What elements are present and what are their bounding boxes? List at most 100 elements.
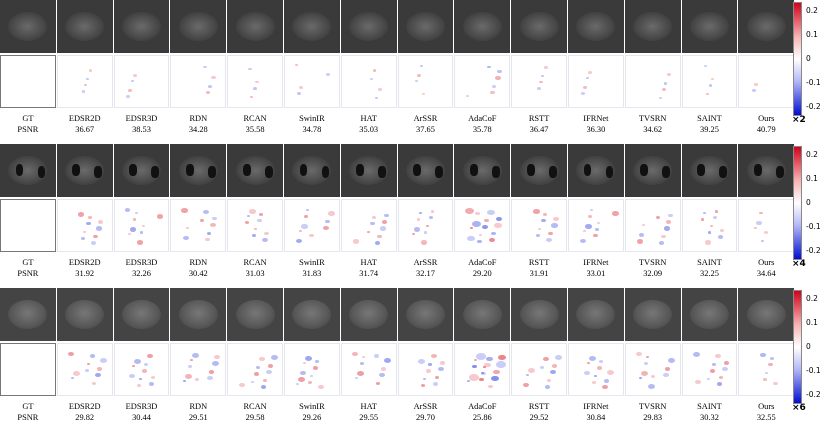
error-blob bbox=[718, 376, 723, 379]
error-blob bbox=[666, 73, 672, 77]
error-blob bbox=[635, 352, 642, 357]
method-label: SwinIR 29.26 bbox=[284, 401, 340, 423]
method-label: EDSR3D 30.44 bbox=[114, 401, 170, 423]
error-blob bbox=[490, 91, 496, 95]
error-blob bbox=[467, 380, 471, 383]
method-label: IFRNet 33.01 bbox=[568, 257, 624, 279]
error-blob bbox=[662, 373, 669, 378]
error-map bbox=[56, 343, 113, 396]
error-blob bbox=[254, 372, 260, 376]
error-blob bbox=[591, 381, 596, 384]
error-blob bbox=[132, 74, 137, 78]
method-label: TVSRN 32.09 bbox=[625, 257, 681, 279]
error-blob bbox=[383, 358, 391, 363]
error-map bbox=[624, 343, 681, 396]
psnr-value: 33.01 bbox=[586, 269, 606, 278]
psnr-value: 36.67 bbox=[75, 125, 95, 134]
method-name: SAINT bbox=[697, 402, 722, 411]
error-blob bbox=[763, 378, 767, 381]
error-map-row bbox=[0, 199, 795, 252]
method-label: Ours 34.64 bbox=[738, 257, 794, 279]
colorbar-tick-label: 0 bbox=[806, 54, 811, 63]
error-blob bbox=[770, 357, 774, 360]
error-blob bbox=[667, 214, 673, 218]
error-blob bbox=[640, 371, 648, 376]
error-blob bbox=[752, 89, 757, 92]
error-blob bbox=[579, 239, 586, 243]
error-blob bbox=[467, 236, 475, 242]
scale-factor-label: ×6 bbox=[792, 403, 806, 413]
error-blob bbox=[707, 231, 712, 234]
ct-slice-image bbox=[113, 288, 170, 341]
psnr-value: 29.58 bbox=[245, 413, 265, 422]
method-name: Ours bbox=[758, 258, 775, 267]
error-blob bbox=[694, 380, 701, 385]
method-label: RDN 34.28 bbox=[170, 113, 226, 135]
panel-2: GT PSNR EDSR2D 31.92 EDSR3D 32.26 RDN 30.42 RCAN… bbox=[0, 144, 830, 288]
error-blob bbox=[538, 228, 542, 231]
method-name: RCAN bbox=[243, 402, 267, 411]
error-map bbox=[397, 343, 454, 396]
error-blob bbox=[596, 366, 602, 370]
error-blob bbox=[611, 211, 619, 216]
ct-slice-image bbox=[454, 288, 511, 341]
ct-slice-image bbox=[397, 288, 454, 341]
error-blob bbox=[580, 92, 586, 96]
error-blob bbox=[139, 231, 144, 234]
psnr-value: 30.42 bbox=[188, 269, 208, 278]
error-blob bbox=[200, 219, 205, 222]
error-blob bbox=[484, 219, 489, 223]
error-blob bbox=[437, 367, 444, 372]
error-blob bbox=[192, 353, 200, 358]
error-blob bbox=[252, 234, 257, 237]
method-name: RDN bbox=[189, 258, 208, 267]
method-label-row: GT PSNR EDSR2D 31.92 EDSR3D 32.26 RDN 30.42 RCAN… bbox=[0, 257, 794, 279]
error-blob bbox=[188, 365, 193, 368]
scale-factor-label: ×2 bbox=[792, 115, 806, 125]
error-map bbox=[738, 199, 795, 252]
method-label: EDSR3D 32.26 bbox=[114, 257, 170, 279]
error-blob bbox=[541, 219, 546, 223]
method-label: RCAN 31.03 bbox=[227, 257, 283, 279]
error-blob bbox=[312, 366, 318, 370]
error-blob bbox=[133, 359, 141, 364]
error-blob bbox=[87, 216, 92, 219]
error-map bbox=[56, 55, 113, 108]
error-blob bbox=[136, 240, 144, 245]
error-blob bbox=[476, 353, 486, 360]
error-map bbox=[283, 343, 340, 396]
method-name: AdaCoF bbox=[468, 114, 497, 123]
error-blob bbox=[300, 224, 308, 229]
error-blob bbox=[528, 368, 536, 373]
error-blob bbox=[466, 95, 470, 98]
error-map bbox=[227, 343, 283, 396]
error-blob bbox=[72, 371, 80, 376]
error-blob bbox=[487, 210, 495, 216]
error-blob bbox=[489, 238, 496, 243]
error-blob bbox=[434, 376, 439, 379]
ct-slice-image bbox=[454, 144, 511, 197]
error-blob bbox=[250, 96, 254, 99]
method-label: IFRNet 30.84 bbox=[568, 401, 624, 423]
psnr-value: 31.83 bbox=[302, 269, 322, 278]
error-blob bbox=[765, 372, 769, 375]
error-blob bbox=[498, 355, 507, 361]
error-blob bbox=[470, 227, 474, 230]
error-blob bbox=[352, 239, 360, 244]
error-blob bbox=[309, 375, 313, 378]
error-blob bbox=[420, 384, 425, 387]
error-blob bbox=[484, 363, 491, 368]
psnr-value: 29.20 bbox=[472, 269, 492, 278]
error-blob bbox=[212, 361, 220, 366]
psnr-value: 31.74 bbox=[359, 269, 379, 278]
ct-slice-image bbox=[624, 288, 681, 341]
panel-1: GT PSNR EDSR2D 36.67 EDSR3D 38.53 RDN 34.28 RCAN… bbox=[0, 0, 830, 144]
error-blob bbox=[523, 383, 530, 388]
method-name: SwinIR bbox=[299, 402, 325, 411]
error-blob bbox=[361, 356, 365, 359]
error-blob bbox=[497, 70, 503, 74]
error-blob bbox=[268, 364, 274, 368]
method-label: TVSRN 29.83 bbox=[625, 401, 681, 423]
method-name: SwinIR bbox=[299, 114, 325, 123]
error-blob bbox=[181, 208, 188, 213]
